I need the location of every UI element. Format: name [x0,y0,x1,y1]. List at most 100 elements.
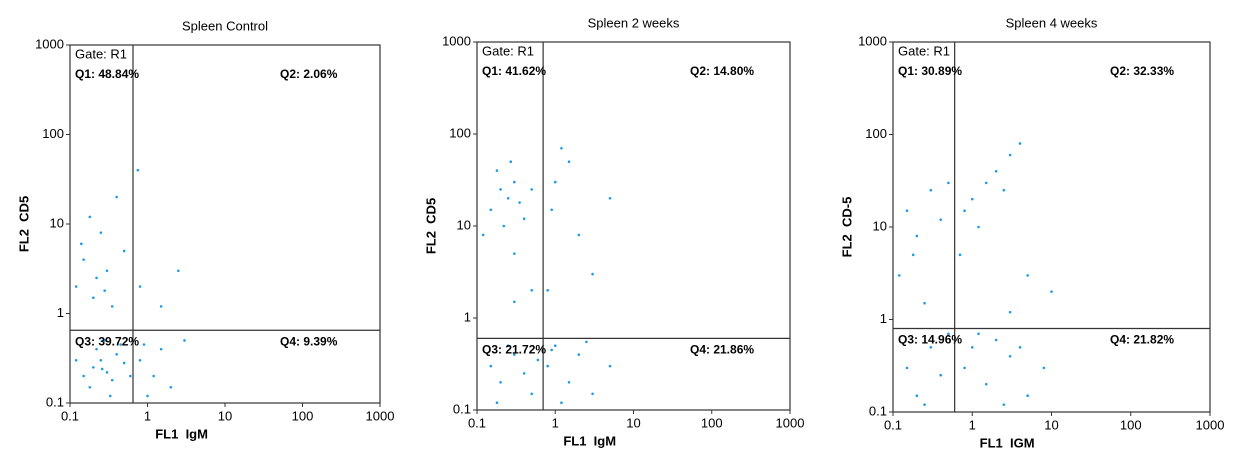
data-point [905,209,909,213]
data-point [152,374,155,378]
data-point [499,381,502,384]
plot-frame [892,41,1211,413]
y-tick-label: 1 [880,311,887,326]
data-point [1042,366,1046,370]
y-tick-label: 10 [873,218,887,233]
gate-label: Gate: R1 [898,43,950,58]
data-point [530,289,533,292]
data-point [495,169,499,172]
data-point [1002,403,1006,406]
data-point [1002,188,1006,192]
data-point [513,252,516,255]
x-axis-label: FL1 IGM [980,435,1035,450]
data-point [82,374,85,378]
data-point [923,301,926,305]
quadrant-label: Q2: 32.33% [1110,64,1174,78]
data-point [1008,310,1012,314]
data-point [915,234,919,238]
data-point [577,233,581,237]
data-point [947,181,950,185]
x-tick-label: 1000 [366,408,395,423]
y-tick-label: 100 [42,126,64,141]
data-point [911,253,915,257]
data-point [74,358,78,362]
data-point [122,361,126,365]
data-point [577,353,581,356]
data-point [509,160,513,163]
x-axis-label: FL1 IgM [563,433,616,448]
y-tick-label: 10 [50,215,64,230]
data-point [105,269,109,273]
y-tick-label: 0.1 [869,403,887,418]
x-tick-label: 10 [218,408,232,423]
y-axis-label: FL2 CD5 [423,198,438,254]
chart-title: Spleen Control [182,18,268,33]
data-point [95,276,98,280]
x-tick-label: 1 [552,415,559,430]
data-point [499,188,502,191]
data-point [502,224,506,228]
data-point [183,339,186,342]
y-axis-label: FL2 CD5 [16,196,31,252]
data-point [82,258,85,261]
quadrant-label: Q2: 2.06% [280,67,338,81]
chart-title: Spleen 2 weeks [588,15,680,30]
x-tick-label: 10 [626,415,640,430]
data-point [495,401,499,405]
data-point [553,180,557,184]
data-point [958,253,962,257]
data-point [977,332,980,336]
y-tick-label: 0.1 [46,394,64,409]
quadrant-label: Q4: 9.39% [280,334,338,348]
y-tick-label: 1000 [858,33,887,48]
data-point [567,381,571,384]
data-point [99,358,103,362]
quadrant-label: Q4: 21.86% [690,343,754,357]
gate-label: Gate: R1 [75,46,127,61]
data-point [536,358,540,362]
data-point [136,168,140,172]
quadrant-label: Q4: 21.82% [1110,333,1174,347]
y-tick-label: 1 [57,305,64,320]
plot-frame [69,44,381,404]
x-tick-label: 10 [1044,417,1058,432]
x-tick-label: 100 [701,415,723,430]
data-point [977,225,980,229]
y-tick-label: 100 [449,125,471,140]
data-point [138,358,142,362]
y-tick-label: 1000 [35,36,64,51]
data-point [105,371,109,374]
data-point [963,366,966,370]
x-tick-label: 0.1 [468,415,486,430]
data-point [923,403,926,406]
data-point [546,289,549,292]
y-axis-label: FL2 CD-5 [839,197,854,258]
data-point [506,344,510,347]
data-point [159,347,163,351]
y-tick-label: 1 [464,309,471,324]
y-tick-label: 1000 [442,33,471,48]
x-tick-label: 100 [1120,417,1142,432]
quadrant-label: Q3: 21.72% [482,343,546,357]
data-point [1026,274,1029,277]
data-point [518,201,521,204]
data-point [591,392,594,396]
data-point [994,170,998,173]
data-point [108,394,112,398]
data-point [115,195,118,199]
data-point [513,353,516,356]
data-point [110,305,114,308]
quadrant-label: Q3: 39.72% [75,334,139,348]
data-point [915,394,919,398]
x-axis-label: FL1 IgM [155,426,208,441]
data-point [608,364,612,368]
chart-title: Spleen 4 weeks [1006,15,1098,30]
data-point [122,249,126,253]
data-point [970,346,974,349]
data-point [129,374,132,378]
data-point [88,215,92,219]
data-point [553,344,557,347]
data-point [994,338,998,342]
data-point [567,160,571,163]
